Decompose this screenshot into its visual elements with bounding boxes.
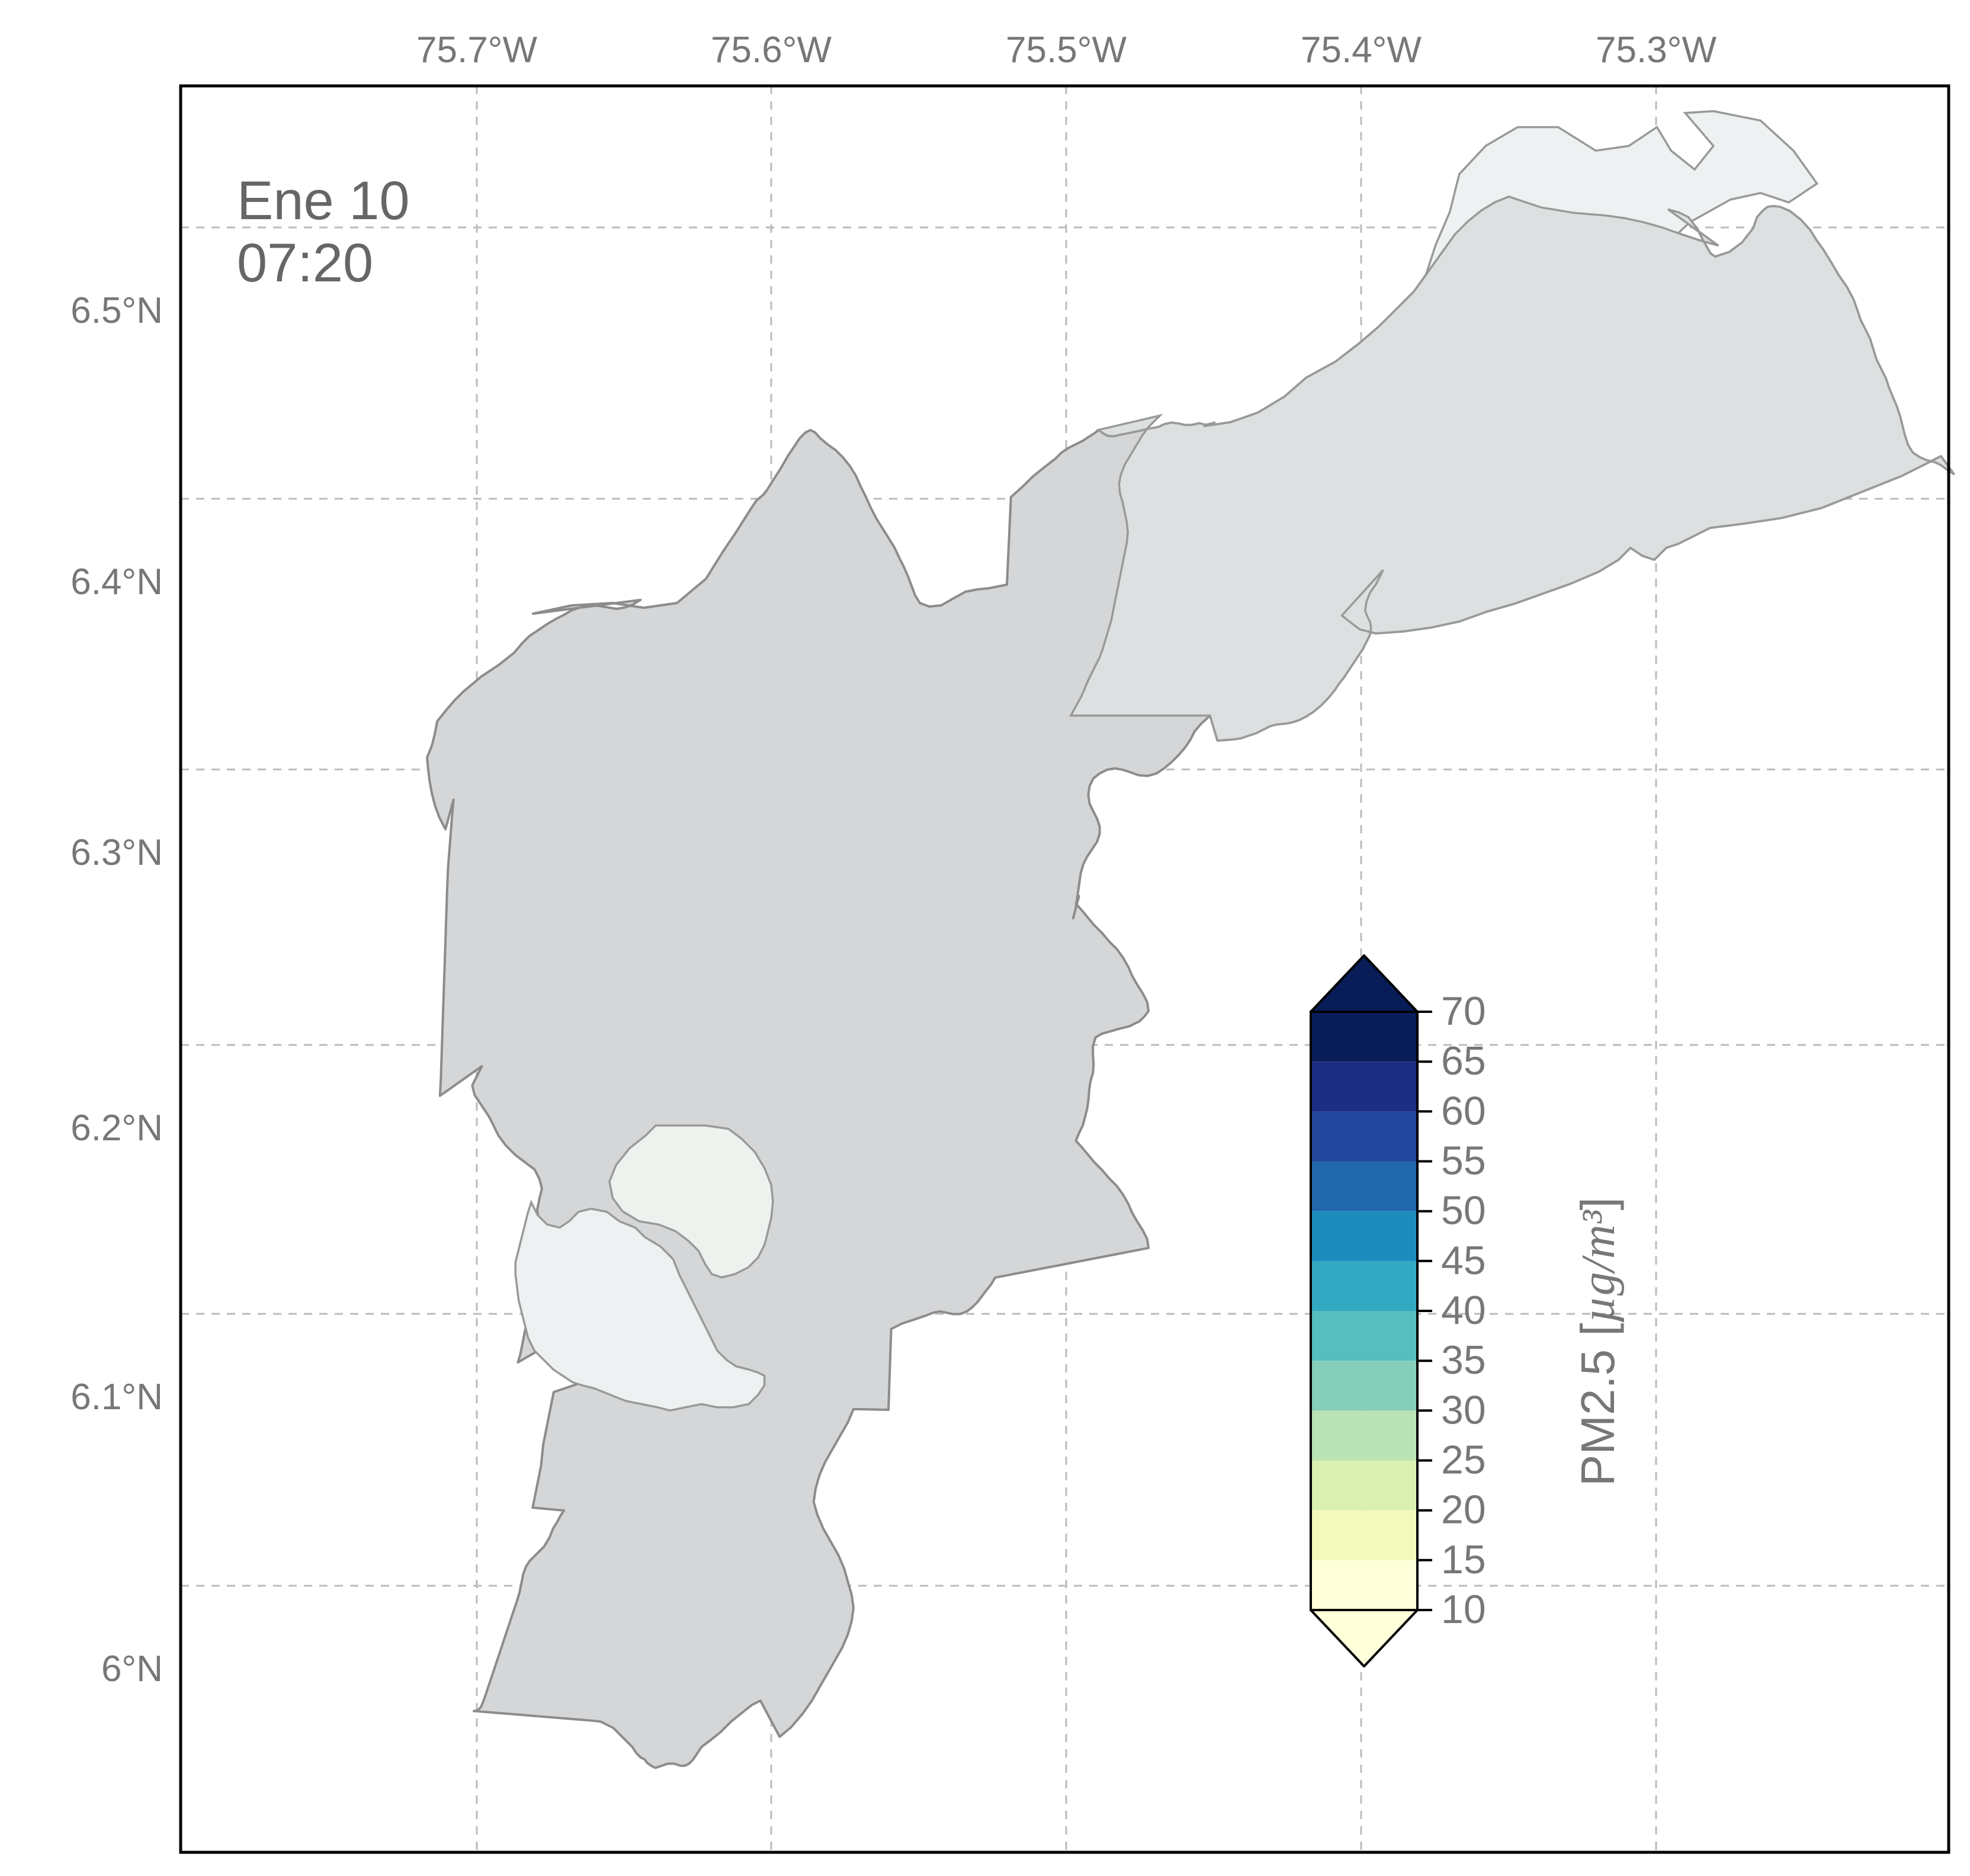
svg-text:75.4°W: 75.4°W [1301, 30, 1422, 70]
svg-text:75.7°W: 75.7°W [416, 30, 537, 70]
svg-text:6.3°N: 6.3°N [70, 832, 163, 873]
svg-text:25: 25 [1441, 1438, 1486, 1483]
svg-text:55: 55 [1441, 1139, 1486, 1184]
svg-text:6.1°N: 6.1°N [70, 1377, 163, 1418]
svg-text:6°N: 6°N [101, 1649, 163, 1689]
svg-text:6.5°N: 6.5°N [70, 290, 163, 331]
svg-text:70: 70 [1441, 989, 1486, 1034]
svg-text:45: 45 [1441, 1238, 1486, 1283]
svg-text:75.5°W: 75.5°W [1006, 30, 1127, 70]
svg-text:35: 35 [1441, 1338, 1486, 1383]
svg-text:50: 50 [1441, 1188, 1486, 1233]
svg-text:PM2.5 [µg/m³]: PM2.5 [µg/m³] [1571, 1197, 1625, 1486]
svg-text:65: 65 [1441, 1038, 1486, 1083]
svg-text:75.6°W: 75.6°W [711, 30, 832, 70]
svg-text:6.2°N: 6.2°N [70, 1108, 163, 1149]
svg-text:30: 30 [1441, 1387, 1486, 1432]
svg-text:60: 60 [1441, 1088, 1486, 1133]
svg-text:6.4°N: 6.4°N [70, 562, 163, 602]
svg-text:20: 20 [1441, 1487, 1486, 1532]
svg-text:10: 10 [1441, 1587, 1486, 1632]
svg-text:15: 15 [1441, 1537, 1486, 1582]
svg-text:75.3°W: 75.3°W [1596, 30, 1716, 70]
svg-text:Ene 10: Ene 10 [237, 171, 410, 231]
svg-text:40: 40 [1441, 1288, 1486, 1333]
svg-text:07:20: 07:20 [237, 233, 373, 293]
